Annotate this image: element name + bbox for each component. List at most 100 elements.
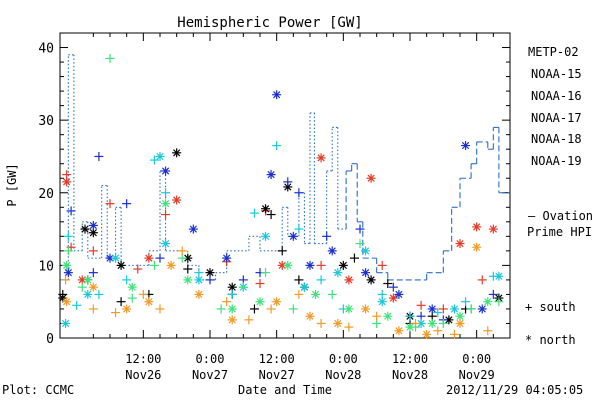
marker-north-noaa-16 <box>299 282 309 292</box>
x-tick-label-time: 12:00 <box>125 352 161 366</box>
marker-south-noaa-19 <box>416 300 426 310</box>
marker-south-noaa-15 <box>122 199 132 209</box>
marker-north-noaa-16 <box>111 253 121 263</box>
marker-south-noaa-15 <box>488 289 498 299</box>
marker-north-noaa-19 <box>455 239 465 249</box>
marker-stroke <box>361 247 370 255</box>
marker-north-noaa-18 <box>88 282 98 292</box>
marker-stroke <box>84 276 92 284</box>
marker-north-noaa-16 <box>377 297 387 307</box>
marker-south-noaa-16 <box>161 188 171 198</box>
marker-stroke <box>256 298 264 306</box>
marker-north-noaa-15 <box>461 141 471 151</box>
marker-south-noaa-17 <box>466 304 476 314</box>
x-tick-label-date: Nov28 <box>325 368 361 382</box>
marker-stroke <box>89 221 97 230</box>
marker-south-noaa-18 <box>244 315 254 325</box>
marker-south-noaa-17 <box>494 297 504 307</box>
marker-north-noaa-15 <box>161 166 171 176</box>
marker-south-noaa-17 <box>77 282 87 292</box>
marker-north-noaa-18 <box>394 326 404 336</box>
x-tick-label-date: Nov27 <box>192 368 228 382</box>
marker-north-metp-02 <box>172 148 182 158</box>
marker-stroke <box>111 254 120 262</box>
marker-south-noaa-18 <box>177 246 187 256</box>
marker-north-metp-02 <box>444 315 454 325</box>
x-tick-label-time: 0:00 <box>196 352 225 366</box>
y-axis: 0 10 20 30 40 <box>38 42 510 347</box>
ovation-series <box>60 54 510 281</box>
marker-stroke <box>117 261 125 270</box>
marker-stroke <box>84 290 92 299</box>
x-axis: 12:00 Nov26 0:00 Nov27 12:00 Nov27 0:00 Nov28 12… <box>92 33 511 382</box>
marker-south-noaa-17 <box>216 304 226 314</box>
marker-south-noaa-19 <box>438 304 448 314</box>
marker-south-noaa-15 <box>66 206 76 216</box>
x-tick-label-time: 12:00 <box>259 352 295 366</box>
y-tick-label: 0 <box>46 332 54 347</box>
marker-south-noaa-18 <box>61 275 71 285</box>
marker-south-noaa-18 <box>222 297 232 307</box>
marker-stroke <box>495 272 503 280</box>
marker-stroke <box>89 283 97 291</box>
marker-stroke <box>284 183 292 191</box>
marker-south-noaa-19 <box>133 264 143 274</box>
marker-stroke <box>389 294 397 302</box>
marker-north-noaa-17 <box>283 260 293 270</box>
marker-north-noaa-15 <box>427 304 437 314</box>
legend: METP-02 NOAA-15 NOAA-16 NOAA-17 NOAA-18 … <box>525 45 593 347</box>
marker-stroke <box>378 298 386 306</box>
marker-stroke <box>123 305 131 313</box>
marker-stroke <box>395 327 403 335</box>
plot-frame <box>59 32 511 339</box>
marker-north-noaa-19 <box>344 275 354 285</box>
marker-south-metp-02 <box>266 210 276 220</box>
x-tick-label-time: 0:00 <box>329 352 358 366</box>
marker-south-noaa-18 <box>316 318 326 328</box>
marker-south-noaa-16 <box>433 308 443 318</box>
marker-north-noaa-19 <box>62 177 72 187</box>
marker-north-metp-02 <box>366 275 376 285</box>
x-tick-label-date: Nov27 <box>259 368 295 382</box>
marker-south-noaa-16 <box>249 208 259 218</box>
marker-stroke <box>311 290 320 299</box>
y-tick-label: 40 <box>38 42 54 57</box>
marker-north-noaa-18 <box>305 311 315 321</box>
marker-stroke <box>261 205 270 213</box>
marker-north-noaa-17 <box>227 304 237 314</box>
marker-stroke <box>167 261 175 270</box>
marker-stroke <box>417 319 425 328</box>
marker-south-noaa-19 <box>316 260 326 270</box>
legend-item-noaa-16: NOAA-16 <box>531 89 582 103</box>
marker-south-metp-02 <box>349 253 359 263</box>
marker-north-noaa-16 <box>333 268 343 278</box>
marker-north-noaa-16 <box>161 239 171 249</box>
x-tick-label-date: Nov28 <box>392 368 428 382</box>
chart-title: Hemispheric Power [GW] <box>177 15 362 31</box>
marker-stroke <box>445 316 453 324</box>
y-tick-label: 20 <box>38 187 54 202</box>
marker-stroke <box>228 316 236 324</box>
marker-north-noaa-17 <box>127 282 137 292</box>
marker-north-noaa-18 <box>122 304 132 314</box>
x-axis-label: Date and Time <box>238 383 332 397</box>
marker-stroke <box>161 239 170 248</box>
marker-north-noaa-15 <box>88 220 98 230</box>
marker-stroke <box>145 298 153 306</box>
marker-south-noaa-18 <box>88 304 98 314</box>
marker-stroke <box>156 152 164 161</box>
legend-item-noaa-19: NOAA-19 <box>531 154 582 168</box>
marker-south-noaa-17 <box>438 318 448 328</box>
y-tick-label: 10 <box>38 259 54 274</box>
marker-north-noaa-16 <box>494 271 504 281</box>
marker-north-noaa-18 <box>472 242 482 252</box>
marker-stroke <box>478 305 486 313</box>
marker-stroke <box>339 261 347 270</box>
marker-stroke <box>461 141 470 150</box>
marker-north-noaa-17 <box>255 297 265 307</box>
marker-stroke <box>450 305 459 313</box>
marker-north-noaa-17 <box>455 311 465 321</box>
marker-south-metp-02 <box>183 264 193 274</box>
marker-north-noaa-15 <box>394 289 404 299</box>
marker-north-noaa-16 <box>449 304 459 314</box>
